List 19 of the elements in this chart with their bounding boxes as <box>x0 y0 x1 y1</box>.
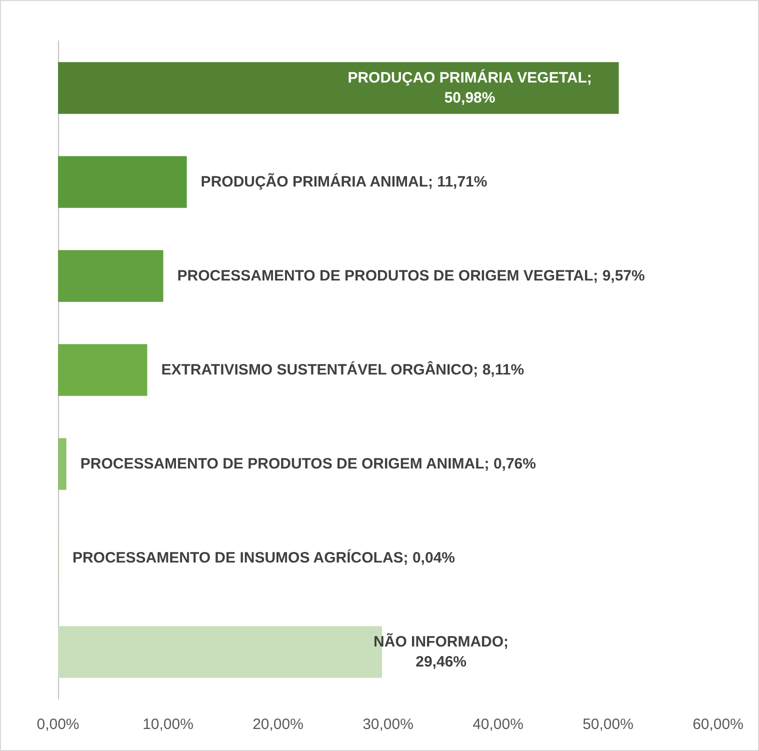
x-tick-label: 10,00% <box>142 716 194 733</box>
x-tick-label: 30,00% <box>362 716 414 733</box>
data-label: PROCESSAMENTO DE INSUMOS AGRÍCOLAS; 0,04% <box>72 548 456 566</box>
data-label: PRODUÇÃO PRIMÁRIA ANIMAL; 11,71% <box>200 172 488 190</box>
bar <box>58 156 187 208</box>
bar <box>58 62 619 114</box>
x-tick-label: 20,00% <box>252 716 304 733</box>
x-tick-label: 0,00% <box>36 716 80 733</box>
data-label: PROCESSAMENTO DE PRODUTOS DE ORIGEM VEGETAL; 9,57% <box>177 268 645 284</box>
x-tick-label: 60,00% <box>692 716 744 733</box>
x-tick-label: 50,00% <box>582 716 634 733</box>
data-label: PRODUÇAO PRIMÁRIA VEGETAL; 50,98% <box>348 68 592 106</box>
data-label: PROCESSAMENTO DE PRODUTOS DE ORIGEM ANIMAL; 0,76% <box>80 456 536 472</box>
bar <box>58 438 66 490</box>
bar <box>58 250 164 302</box>
data-label: EXTRATIVISMO SUSTENTÁVEL ORGÂNICO; 8,11% <box>161 360 524 378</box>
x-tick-label: 40,00% <box>472 716 524 733</box>
data-label: NÃO INFORMADO; 29,46% <box>374 632 509 670</box>
bar <box>58 344 148 396</box>
